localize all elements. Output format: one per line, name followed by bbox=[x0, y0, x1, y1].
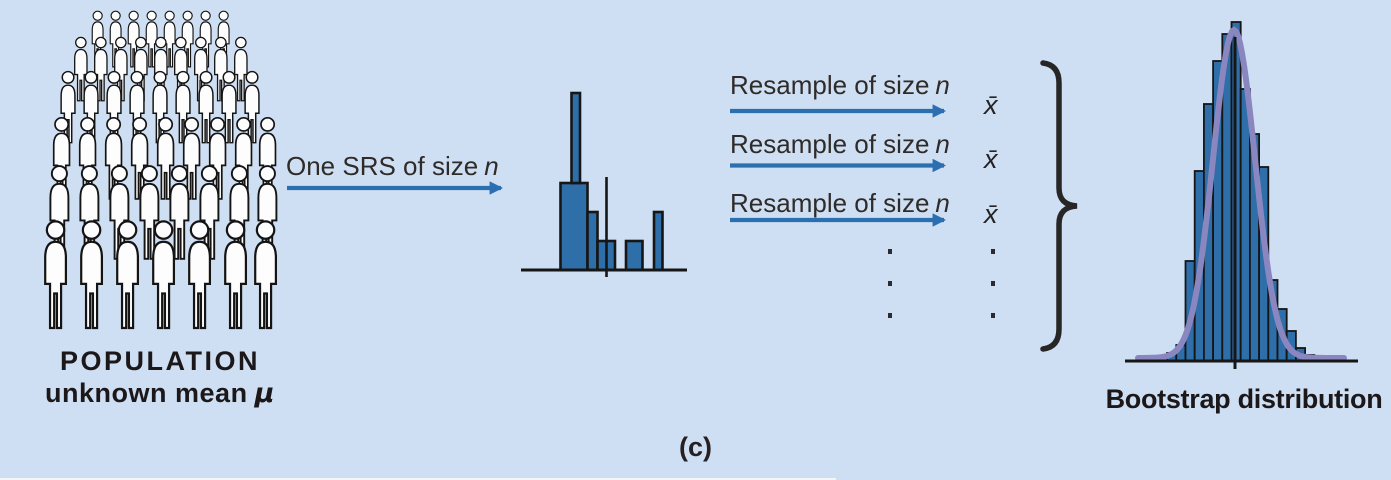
resample-label-2: Resample of size n bbox=[730, 129, 950, 159]
bootstrap-histogram bbox=[1125, 21, 1358, 369]
population-subtitle: unknown mean μ bbox=[45, 378, 275, 409]
crowd-rows bbox=[44, 10, 278, 330]
resample-n-symbol: n bbox=[935, 70, 950, 100]
continuation-dots-left bbox=[888, 249, 893, 345]
scan-edge-artifact bbox=[0, 478, 836, 480]
population-title: POPULATION bbox=[60, 346, 260, 376]
continuation-dots-right bbox=[991, 249, 996, 345]
grouping-brace-icon bbox=[1040, 60, 1078, 352]
resample-label-1: Resample of size n bbox=[730, 70, 950, 100]
xbar-statistic-1: x̄ bbox=[984, 90, 998, 120]
srs-n-symbol: n bbox=[484, 151, 499, 181]
resample-n-symbol: n bbox=[935, 188, 950, 218]
figure-caption: (c) bbox=[679, 432, 712, 462]
resample-n-symbol: n bbox=[935, 129, 950, 159]
xbar-statistic-3: x̄ bbox=[984, 199, 998, 229]
resample-label-3: Resample of size n bbox=[730, 188, 950, 218]
population-crowd-illustration bbox=[44, 10, 278, 330]
mu-symbol: μ bbox=[254, 378, 275, 409]
srs-histogram bbox=[521, 91, 687, 277]
bootstrap-distribution-label: Bootstrap distribution bbox=[1105, 384, 1383, 414]
population-label-block: POPULATION unknown mean μ bbox=[10, 346, 310, 409]
xbar-statistic-2: x̄ bbox=[984, 144, 998, 174]
srs-arrow-label: One SRS of size n bbox=[286, 151, 499, 181]
